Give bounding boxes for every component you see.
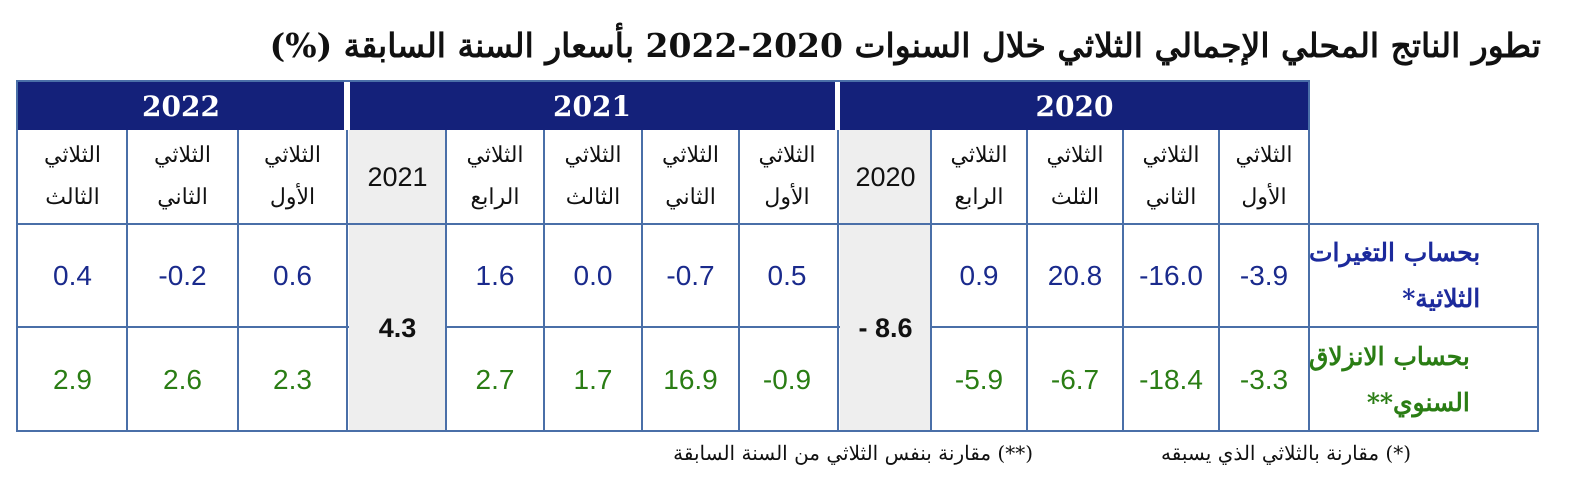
column-separator — [1122, 130, 1124, 432]
year-header-gap — [346, 82, 350, 130]
column-separator — [1026, 130, 1028, 432]
column-separator — [837, 130, 839, 432]
row-label-line: الثلاثية* — [1402, 284, 1481, 313]
table-cell: 2.3 — [273, 363, 312, 395]
quarter-header-2022-q2: الثلاثي الثاني — [153, 143, 212, 210]
row-separator — [16, 326, 349, 328]
row-label-line: بحساب الانزلاق — [1309, 341, 1470, 371]
column-separator — [1218, 130, 1220, 432]
annual-value-2021: 4.3 — [349, 225, 446, 431]
row-separator — [931, 326, 1539, 328]
table-cell: -3.3 — [1239, 363, 1289, 395]
column-separator — [126, 130, 128, 432]
table-cell: 1.7 — [573, 363, 613, 395]
table-cell: -18.4 — [1139, 363, 1203, 395]
table-cell: 0.4 — [53, 260, 92, 291]
row-label-quarterly: بحساب التغيرات الثلاثية* — [1309, 225, 1537, 327]
quarter-header-2021-q4: الثلاثي الرابع — [466, 143, 524, 210]
table-cell: -3.9 — [1239, 260, 1289, 291]
quarter-header-2022-q3: الثلاثي الثالث — [43, 143, 102, 210]
quarter-header-2021-q3: الثلاثي الثالث — [564, 143, 622, 210]
header-right-border — [1308, 80, 1310, 130]
table-cell: -0.7 — [666, 260, 715, 291]
table-cell: 0.9 — [959, 260, 999, 291]
header-bottom-line — [16, 223, 1539, 225]
table-cell: 2.7 — [475, 363, 515, 395]
table-cell: -16.0 — [1139, 260, 1203, 291]
quarter-header-2020-q2: الثلاثي الثاني — [1142, 143, 1200, 210]
table-title: تطور الناتج المحلي الإجمالي الثلاثي خلال… — [269, 26, 1541, 65]
table-cell: 0.6 — [273, 260, 312, 291]
table-border-bottom — [16, 430, 1539, 432]
table-cell: 20.8 — [1047, 260, 1103, 291]
column-separator — [641, 130, 643, 432]
quarter-header-2020-q4: الثلاثي الرابع — [950, 143, 1008, 210]
table-cell: 0.5 — [767, 260, 807, 291]
table-cell: 16.9 — [663, 363, 718, 395]
row-separator — [446, 326, 840, 328]
footnote-year: (**) مقارنة بنفس الثلاثي من السنة السابق… — [673, 441, 1033, 465]
column-separator — [738, 130, 740, 432]
year-header-2020: 2020 — [840, 82, 1309, 130]
annual-header-2021: 2021 — [349, 130, 446, 224]
row-label-line: بحساب التغيرات — [1309, 238, 1481, 267]
quarter-header-2021-q2: الثلاثي الثاني — [661, 143, 720, 210]
year-header-gap — [836, 82, 840, 130]
table-cell: -0.9 — [762, 363, 812, 395]
table-cell: 2.6 — [163, 363, 202, 395]
table-cell: -5.9 — [954, 363, 1004, 395]
table-cell: 1.6 — [475, 260, 515, 291]
table-cell: -0.2 — [158, 260, 207, 291]
table-cell: 0.0 — [573, 260, 613, 291]
table-border-right — [1537, 224, 1539, 432]
column-separator — [930, 130, 932, 432]
column-separator — [346, 130, 348, 432]
annual-header-2020: 2020 — [840, 130, 931, 224]
table-cell: 2.9 — [53, 363, 92, 395]
table-border-top — [16, 80, 1310, 82]
column-separator — [543, 130, 545, 432]
annual-value-2020: - 8.6 — [840, 225, 931, 431]
table-cell: -6.7 — [1050, 363, 1100, 395]
column-separator — [1308, 130, 1310, 432]
row-label-annual-slide: بحساب الانزلاق السنوي** — [1309, 328, 1537, 431]
footnote-quarter: (*) مقارنة بالثلاثي الذي يسبقه — [1161, 441, 1411, 465]
quarter-header-2020-q3: الثلاثي الثلث — [1046, 143, 1104, 210]
year-header-2021: 2021 — [349, 82, 835, 130]
quarter-header-2021-q1: الثلاثي الأول — [758, 143, 816, 210]
year-header-2022: 2022 — [18, 82, 344, 130]
column-separator — [445, 130, 447, 432]
column-separator — [237, 130, 239, 432]
quarter-header-2020-q1: الثلاثي الأول — [1235, 143, 1293, 210]
quarter-header-2022-q1: الثلاثي الأول — [263, 143, 322, 210]
table-border-left — [16, 80, 18, 432]
row-label-line: السنوي** — [1366, 387, 1470, 417]
